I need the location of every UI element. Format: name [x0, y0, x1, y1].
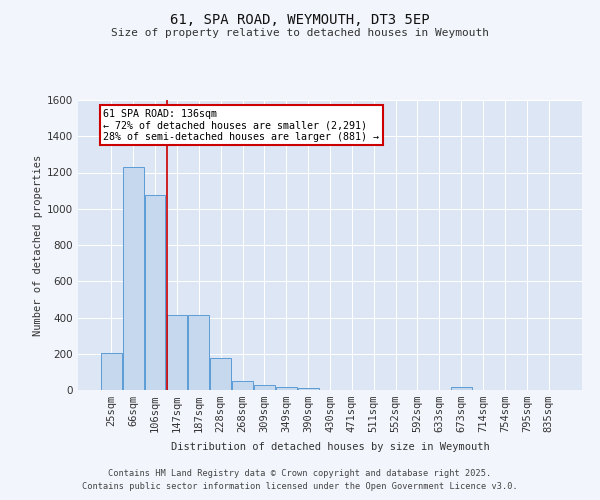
Bar — [276, 388, 296, 390]
Y-axis label: Number of detached properties: Number of detached properties — [33, 154, 43, 336]
Bar — [232, 381, 253, 390]
Text: 61, SPA ROAD, WEYMOUTH, DT3 5EP: 61, SPA ROAD, WEYMOUTH, DT3 5EP — [170, 12, 430, 26]
Bar — [451, 388, 472, 390]
Bar — [145, 195, 166, 390]
Bar — [167, 315, 187, 390]
Bar — [298, 388, 319, 390]
Bar — [210, 358, 231, 390]
Text: Distribution of detached houses by size in Weymouth: Distribution of detached houses by size … — [170, 442, 490, 452]
Text: 61 SPA ROAD: 136sqm
← 72% of detached houses are smaller (2,291)
28% of semi-det: 61 SPA ROAD: 136sqm ← 72% of detached ho… — [103, 108, 379, 142]
Text: Contains HM Land Registry data © Crown copyright and database right 2025.: Contains HM Land Registry data © Crown c… — [109, 468, 491, 477]
Text: Size of property relative to detached houses in Weymouth: Size of property relative to detached ho… — [111, 28, 489, 38]
Bar — [254, 384, 275, 390]
Text: Contains public sector information licensed under the Open Government Licence v3: Contains public sector information licen… — [82, 482, 518, 491]
Bar — [101, 353, 122, 390]
Bar — [188, 315, 209, 390]
Bar — [123, 167, 143, 390]
